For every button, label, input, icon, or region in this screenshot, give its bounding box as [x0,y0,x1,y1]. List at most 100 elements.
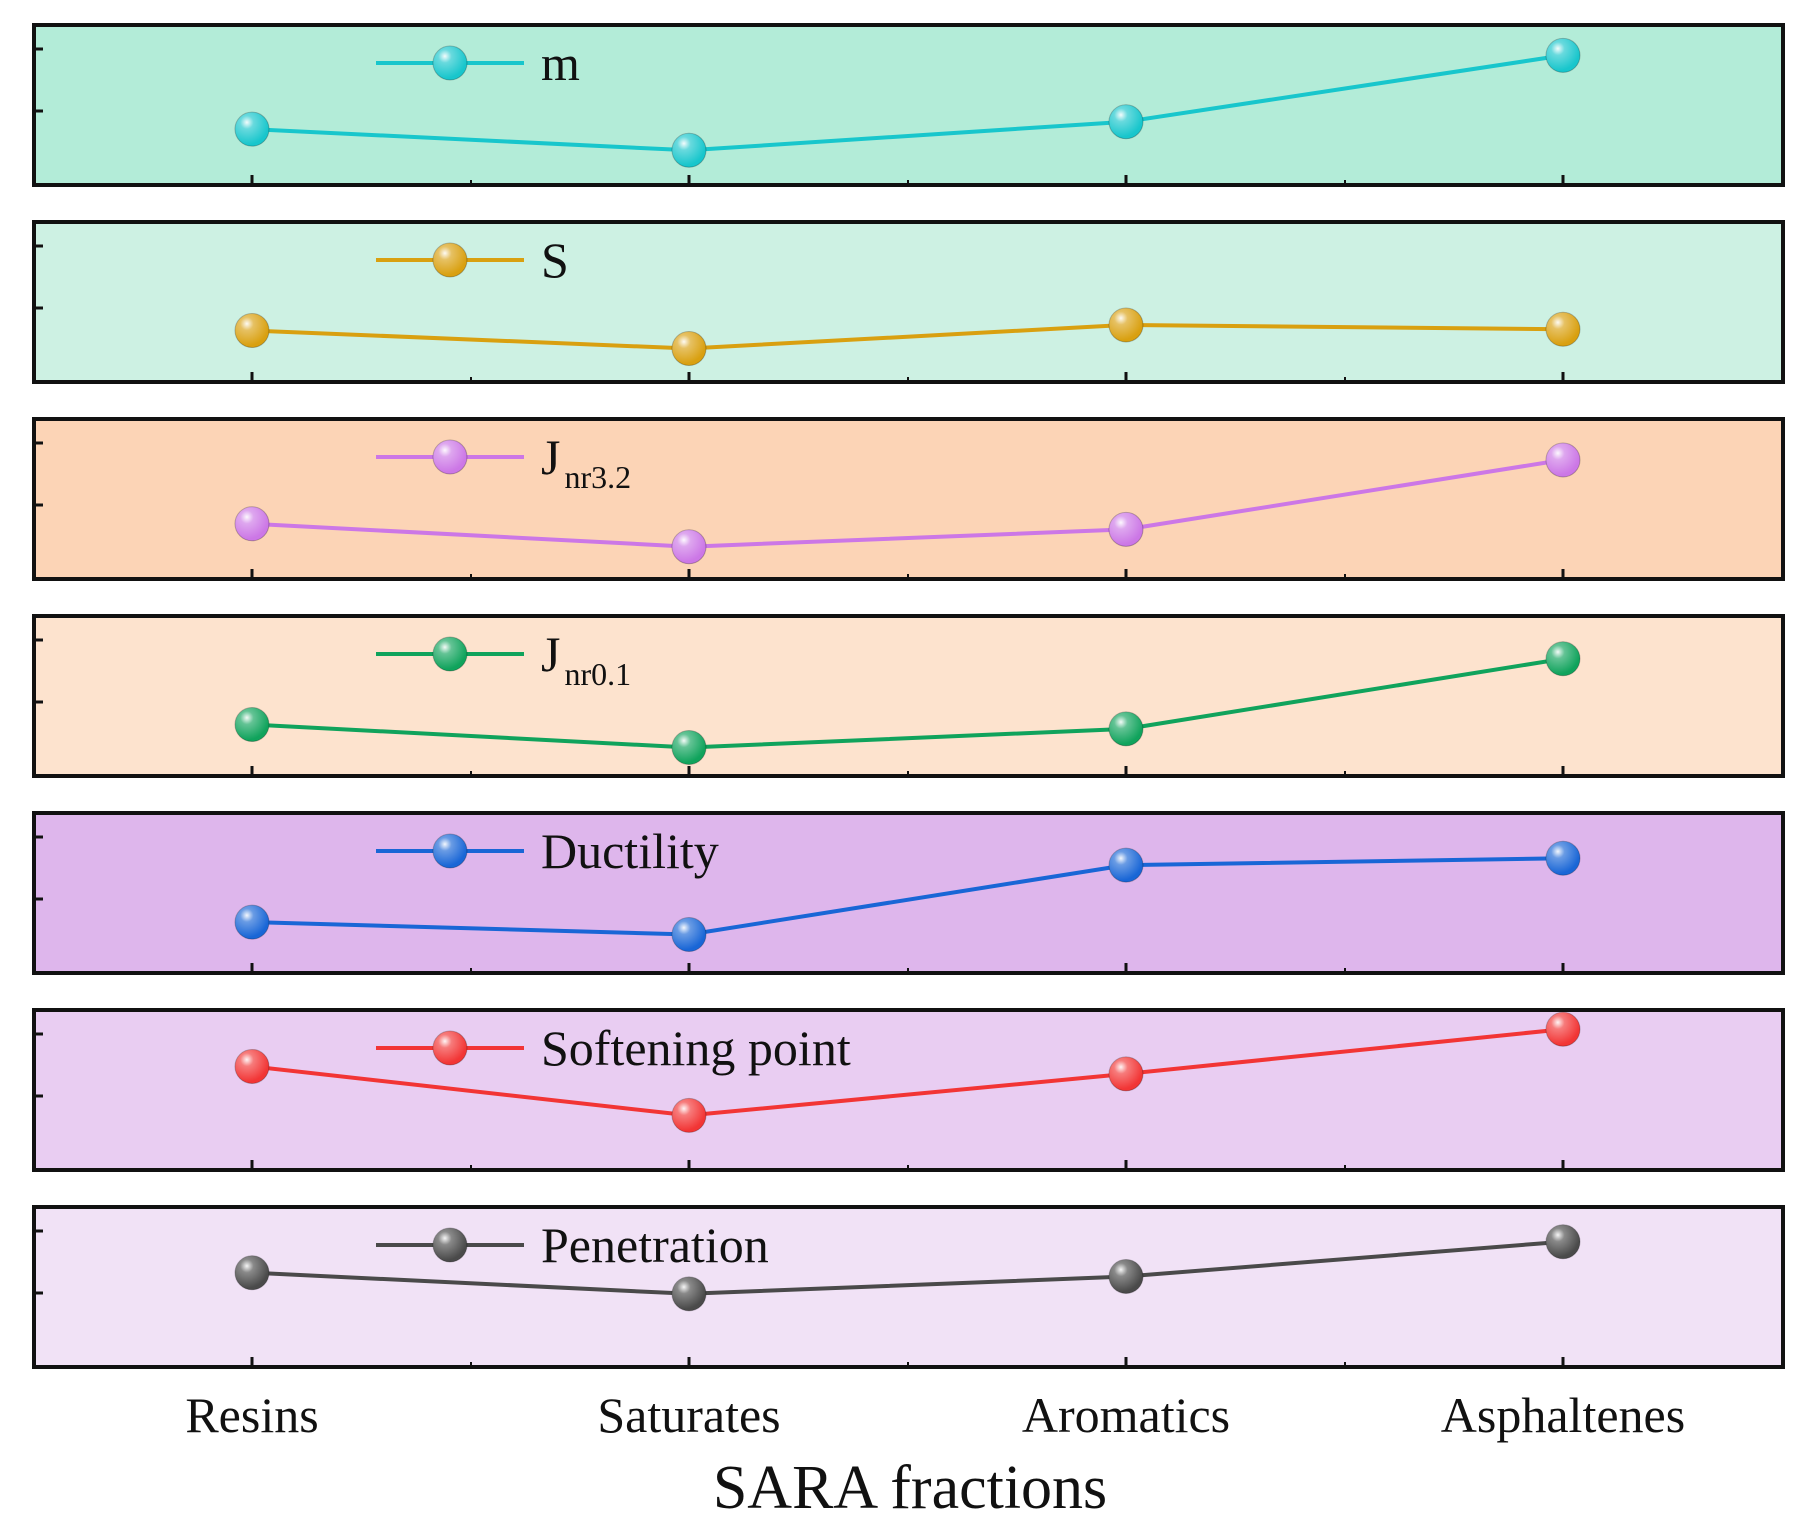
panel-frame [32,23,1785,187]
legend-marker-shine [433,440,467,474]
data-point-aromatics [1108,711,1144,747]
legend-marker-shine [433,46,467,80]
x-tick-label-resins: Resins [185,1387,318,1443]
data-point-aromatics-shine [1109,1259,1143,1294]
data-point-saturates-shine [672,1276,706,1311]
data-point-asphaltenes [1545,840,1581,876]
legend-label: Penetration [541,1217,769,1273]
legend-marker [432,439,468,475]
panel-frame [32,1008,1785,1172]
data-point-aromatics-shine [1109,848,1143,883]
legend-marker-shine [433,637,467,671]
data-point-saturates-shine [672,529,706,564]
data-point-asphaltenes-shine [1546,312,1580,347]
legend-label-main: J [541,626,560,682]
data-point-resins [234,1048,270,1084]
data-point-resins [234,1255,270,1291]
data-point-saturates [671,917,707,953]
data-point-aromatics [1108,307,1144,343]
data-point-resins [234,313,270,349]
data-point-resins-shine [235,313,269,348]
data-point-resins [234,707,270,743]
panel-s: S [32,220,1785,384]
panel-background [34,813,1783,973]
legend-label: Ductility [541,823,719,879]
data-point-asphaltenes-shine [1546,841,1580,876]
data-point-asphaltenes [1545,311,1581,347]
data-point-saturates [671,1097,707,1133]
series-line [251,656,1564,750]
data-point-resins-shine [235,1255,269,1290]
data-point-aromatics-shine [1109,307,1143,342]
data-point-resins [234,506,270,542]
panel-penetration: Penetration [32,1205,1785,1369]
legend-marker-shine [433,834,467,868]
panel-m: m [32,23,1785,187]
legend-label-main: Ductility [541,823,719,879]
panel-ductility: Ductility [32,811,1785,975]
data-point-saturates [671,132,707,168]
data-point-saturates [671,1276,707,1312]
legend-marker-shine [433,1228,467,1262]
panel-frame [32,417,1785,581]
legend-marker-shine [433,1031,467,1065]
data-point-resins [234,111,270,147]
legend-marker-shine [433,243,467,277]
legend-marker [432,242,468,278]
series-line [251,322,1564,351]
legend-label-main: J [541,429,560,485]
data-point-aromatics-shine [1109,711,1143,746]
data-point-resins-shine [235,707,269,742]
x-axis: Resins Saturates Aromatics Asphaltenes [185,1387,1685,1443]
legend-label-main: S [541,232,569,288]
panel-frame [32,220,1785,384]
data-point-asphaltenes-shine [1546,641,1580,676]
data-point-asphaltenes-shine [1546,38,1580,73]
x-tick-label-aromatics: Aromatics [1022,1387,1230,1443]
panel-softening-point: Softening point [32,1008,1785,1172]
series-line [251,856,1564,937]
data-point-aromatics-shine [1109,512,1143,547]
data-point-aromatics [1108,104,1144,140]
series-line [251,457,1564,549]
data-point-saturates-shine [672,917,706,952]
data-point-asphaltenes [1545,37,1581,73]
data-point-asphaltenes [1545,442,1581,478]
data-point-asphaltenes [1545,1224,1581,1260]
panel-background [34,419,1783,579]
legend-label-main: Softening point [541,1020,851,1076]
x-tick-label-asphaltenes: Asphaltenes [1441,1387,1685,1443]
legend-label: m [541,35,580,91]
series-line [251,1239,1564,1296]
data-point-aromatics [1108,511,1144,547]
panel-frame [32,614,1785,778]
data-point-saturates-shine [672,133,706,168]
data-point-saturates-shine [672,1098,706,1133]
data-point-saturates [671,729,707,765]
legend-label-main: Penetration [541,1217,769,1273]
data-point-aromatics [1108,847,1144,883]
data-point-asphaltenes [1545,1011,1581,1047]
legend-marker [432,1030,468,1066]
legend-label-subscript: nr3.2 [564,459,631,495]
panel-background [34,25,1783,185]
legend-label-main: m [541,35,580,91]
legend-label: S [541,232,569,288]
panel-background [34,616,1783,776]
legend-marker [432,45,468,81]
panel-frame [32,811,1785,975]
x-axis-title: SARA fractions [713,1454,1107,1522]
data-point-asphaltenes-shine [1546,1012,1580,1047]
panel-background [34,222,1783,382]
panel-frame [32,1205,1785,1369]
legend-label-subscript: nr0.1 [564,656,631,692]
legend-label: Softening point [541,1020,851,1076]
data-point-asphaltenes-shine [1546,1224,1580,1259]
data-point-saturates-shine [672,730,706,765]
